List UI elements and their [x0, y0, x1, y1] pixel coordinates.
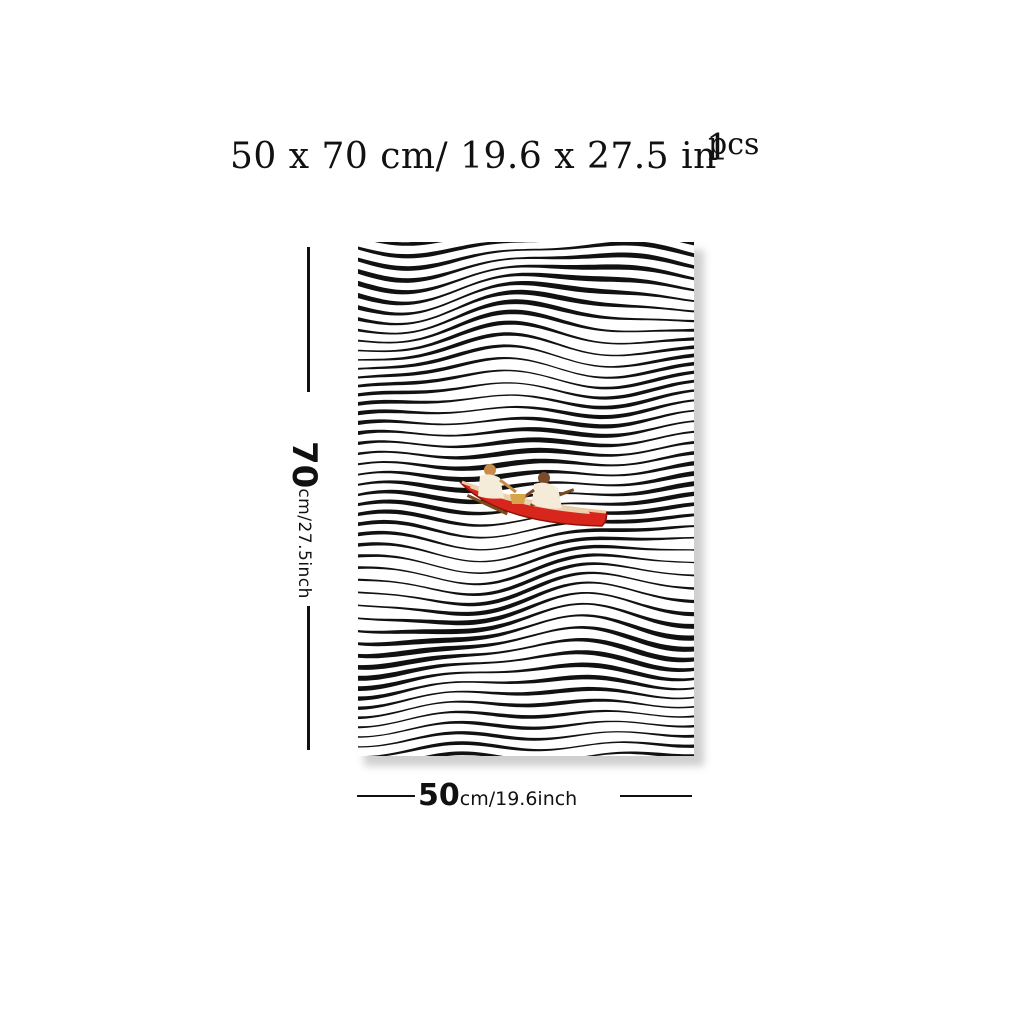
stripe	[358, 709, 694, 729]
stripe	[358, 581, 694, 616]
stripe	[358, 471, 694, 494]
stripe	[358, 638, 694, 670]
quantity-number: 1	[706, 128, 729, 169]
stripe	[358, 481, 694, 505]
stripe	[358, 686, 694, 710]
width-unit: cm/19.6inch	[459, 788, 578, 810]
quantity-text: 1 pcs	[706, 127, 760, 169]
stripe	[358, 513, 694, 539]
width-value: 50	[418, 778, 460, 813]
stripe	[358, 650, 694, 681]
rowing-boat-illustration	[459, 464, 608, 527]
poster-canvas	[358, 242, 694, 756]
stripe	[358, 674, 694, 701]
person-one-body	[478, 474, 504, 499]
stripe	[424, 751, 694, 756]
stripe	[358, 430, 694, 449]
width-dimension-label: 50cm/19.6inch	[418, 778, 618, 813]
person-two-head	[538, 472, 550, 484]
stripe	[358, 536, 694, 563]
stripe	[358, 252, 694, 283]
stripe	[358, 357, 694, 379]
stripe	[358, 441, 694, 460]
stripe	[358, 731, 694, 748]
person-two-body	[532, 482, 562, 509]
oar-left	[466, 494, 508, 516]
stripe	[366, 741, 694, 756]
stripe	[358, 461, 694, 482]
stripe	[358, 409, 694, 429]
stripe	[358, 379, 694, 400]
stripe	[358, 626, 694, 659]
stripe	[358, 344, 694, 370]
quantity-unit: pcs	[708, 127, 760, 162]
stripe	[358, 264, 694, 295]
basket	[510, 494, 526, 504]
stripe	[358, 662, 694, 691]
stripe	[358, 720, 694, 738]
stripe	[358, 272, 694, 306]
size-text: 50 x 70 cm/ 19.6 x 27.5 in	[230, 136, 717, 177]
stripe	[358, 614, 694, 647]
stripe	[358, 602, 694, 635]
stripe	[374, 242, 443, 246]
person-one-arm	[499, 478, 517, 494]
stripe	[358, 420, 694, 438]
stripe	[358, 332, 694, 361]
wavy-stripes-artwork	[358, 242, 694, 756]
stripe-pattern	[358, 242, 694, 756]
stripe	[358, 491, 694, 516]
stripe	[358, 242, 694, 259]
product-size-title: 50 x 70 cm/ 19.6 x 27.5 in 1 pcs	[230, 127, 830, 188]
width-dimension-line-right	[620, 795, 692, 797]
stripe	[358, 281, 694, 316]
width-dimension-line-left	[357, 795, 415, 797]
height-dimension-line-bottom	[307, 606, 310, 750]
height-dimension-label: 70cm/27.5inch	[284, 441, 324, 599]
stripe	[358, 451, 694, 471]
stripe	[358, 502, 694, 527]
stripe	[358, 242, 694, 271]
stripe	[358, 525, 694, 551]
height-value: 70	[284, 441, 324, 489]
person-one-head	[484, 464, 496, 476]
height-unit: cm/27.5inch	[294, 488, 314, 599]
stripe	[358, 592, 694, 626]
height-dimension-line-top	[307, 247, 310, 392]
